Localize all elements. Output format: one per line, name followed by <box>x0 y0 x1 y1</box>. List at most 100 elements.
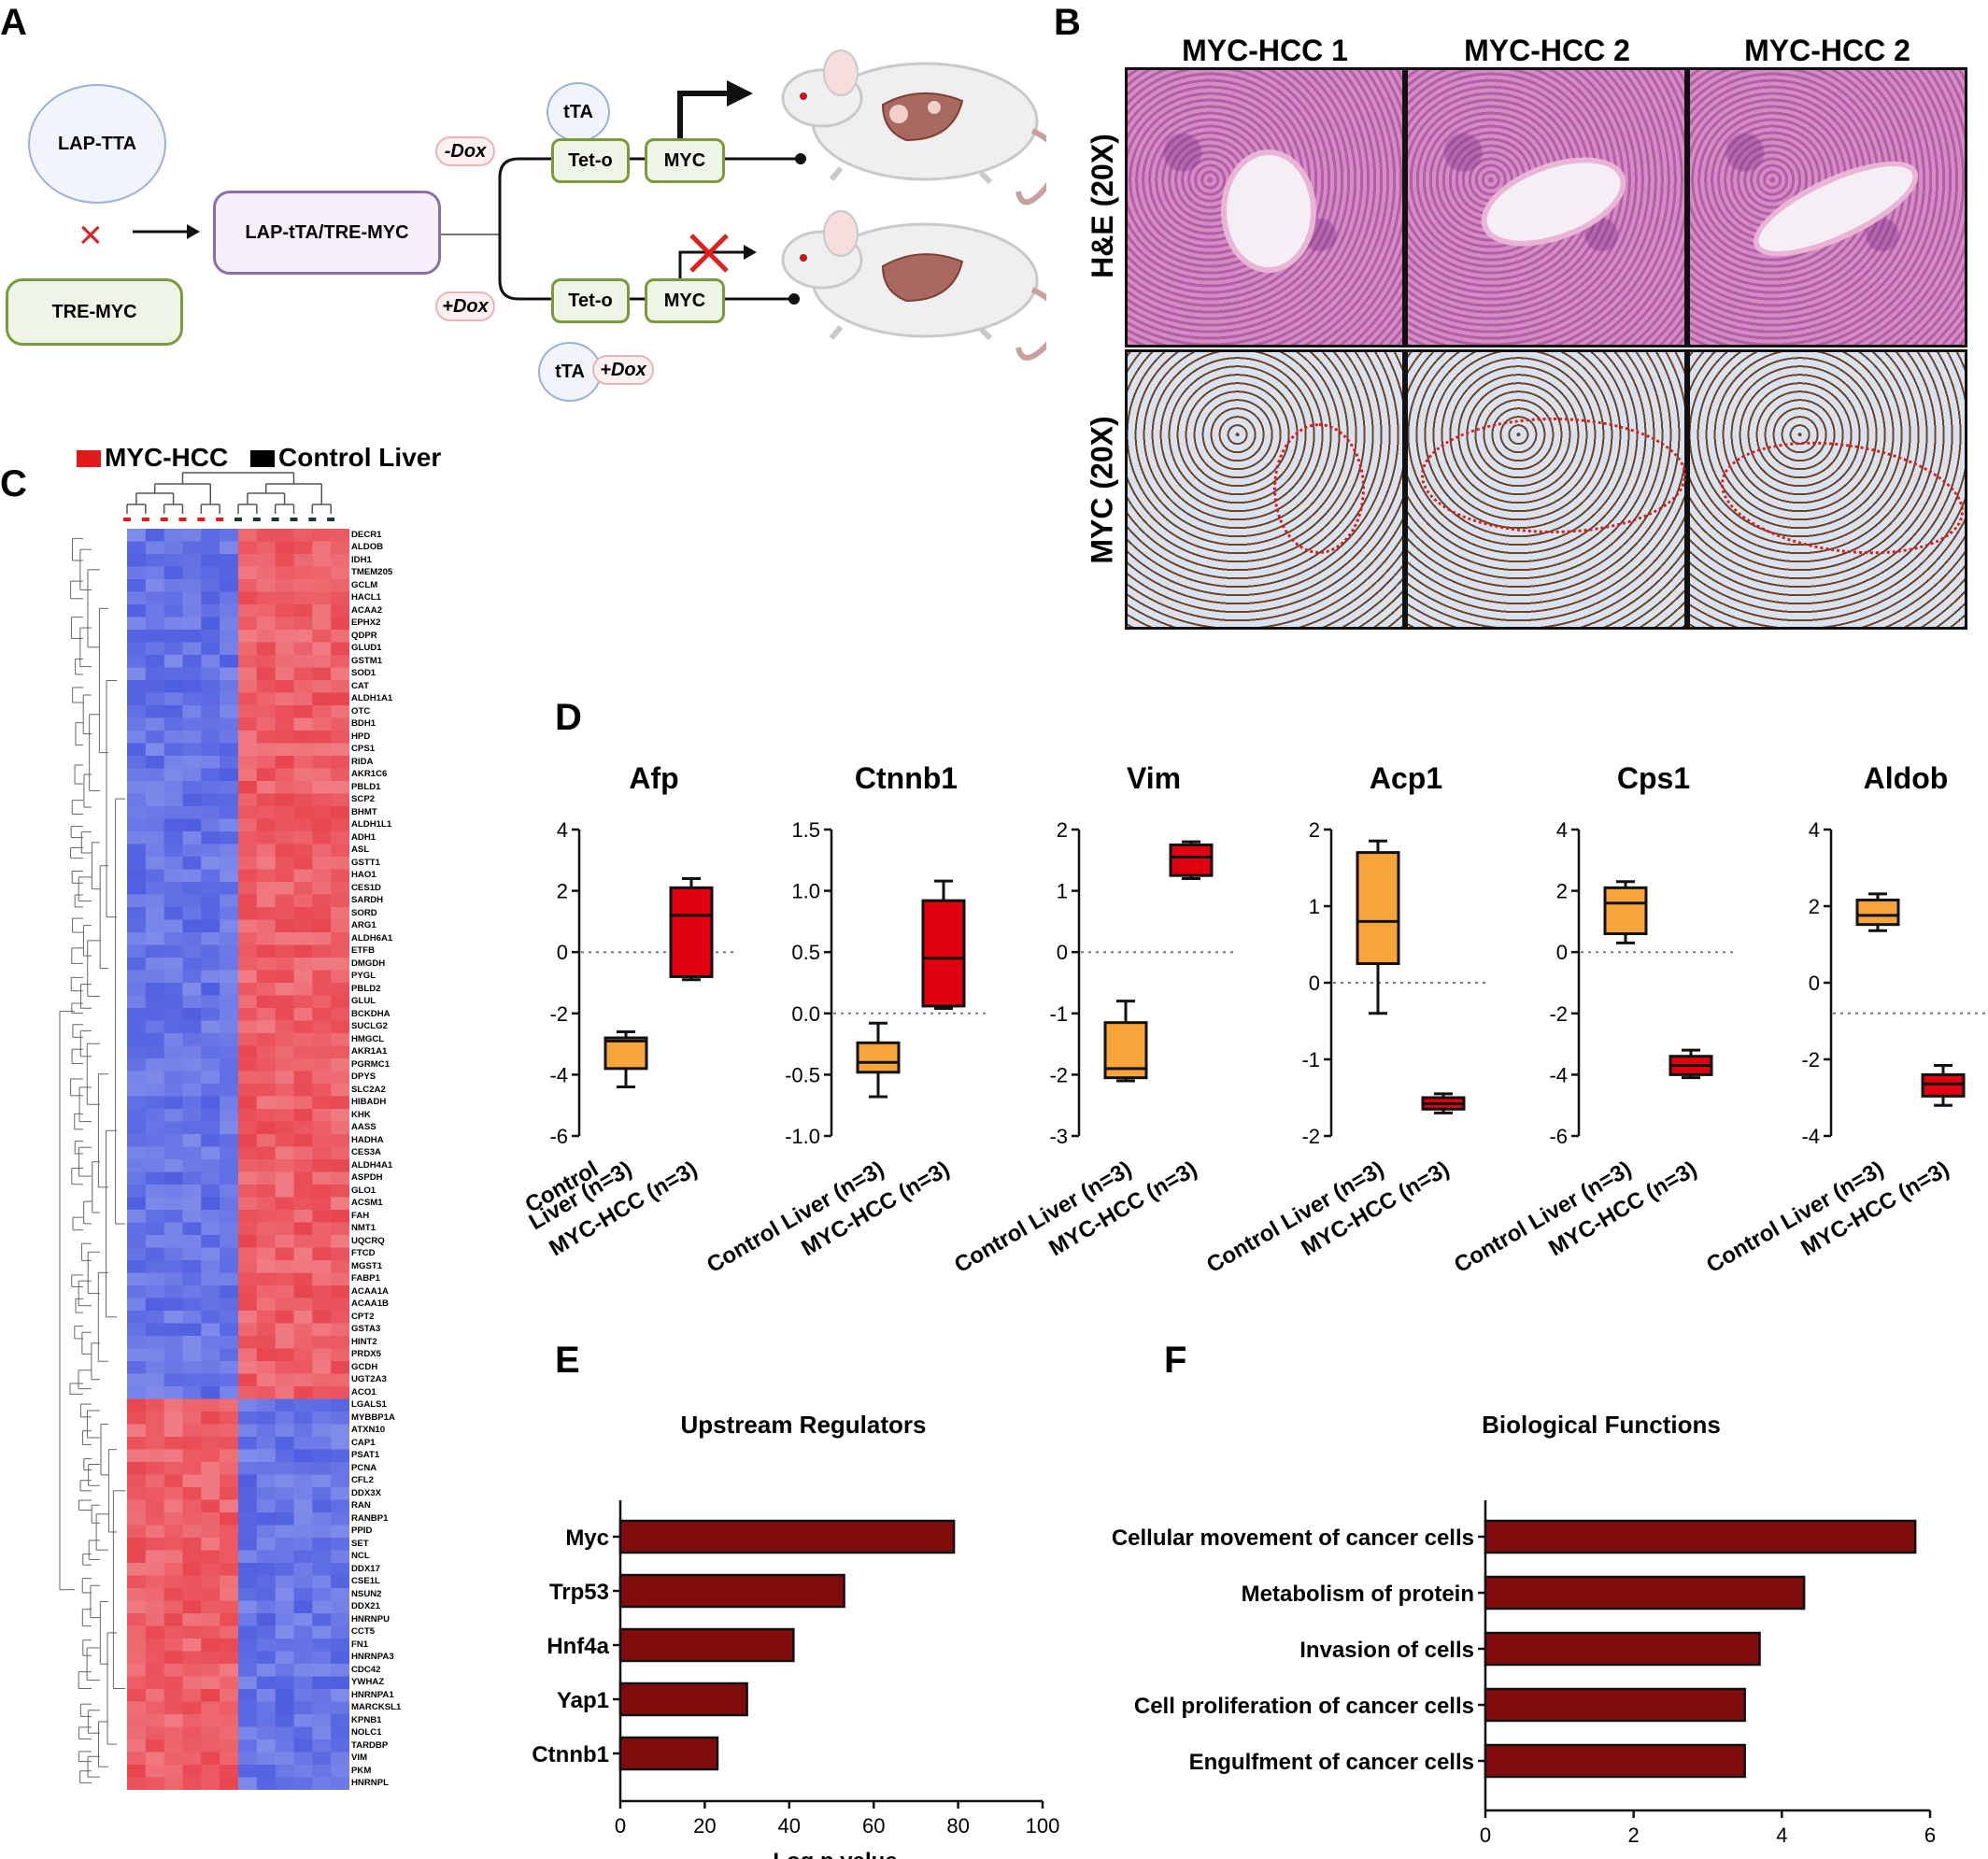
heatmap-cell <box>163 566 183 580</box>
heatmap-cell <box>238 1487 258 1500</box>
heatmap-cell <box>331 617 349 631</box>
heatmap-cell <box>127 1298 147 1312</box>
heatmap-cell <box>145 818 165 832</box>
heatmap-cell <box>275 882 294 895</box>
heatmap-cell <box>127 1020 147 1034</box>
heatmap-cell <box>163 1386 183 1399</box>
heatmap-cell <box>163 1474 183 1488</box>
heatmap-cell <box>182 1600 202 1614</box>
heatmap-cell <box>182 1437 202 1450</box>
heatmap-cell <box>256 1701 277 1715</box>
heatmap-cell <box>201 1538 220 1551</box>
heatmap-cell <box>163 1323 183 1337</box>
gene-label: PBLD2 <box>351 983 381 994</box>
heatmap-cell <box>201 529 220 542</box>
heatmap-cell <box>331 1197 349 1211</box>
boxplot-tick-label: -1.0 <box>785 1125 820 1148</box>
heatmap-cell <box>238 591 258 605</box>
heatmap-cell <box>127 831 147 844</box>
box-iqr <box>1855 898 1900 927</box>
heatmap-cell <box>201 944 220 958</box>
heatmap-cell <box>275 919 294 933</box>
heatmap-cell <box>182 1109 202 1122</box>
heatmap-cell <box>182 793 202 807</box>
heatmap-cell <box>238 1437 258 1450</box>
heatmap-cell <box>293 1260 313 1273</box>
heatmap-cell <box>127 1373 147 1387</box>
heatmap-cell <box>275 541 294 555</box>
heatmap-cell <box>293 1563 313 1576</box>
boxplot-tick-label: -1 <box>1049 1002 1068 1026</box>
heatmap-cell <box>331 1185 349 1198</box>
heatmap-cell <box>275 1386 294 1399</box>
heatmap-cell <box>256 1449 277 1463</box>
heatmap-cell <box>127 642 147 656</box>
heatmap-cell <box>238 1676 258 1690</box>
heatmap-cell <box>275 1272 294 1286</box>
heatmap-cell <box>127 1311 147 1324</box>
heatmap-cell <box>145 1474 165 1488</box>
heatmap-cell <box>182 591 202 605</box>
heatmap-cell <box>163 1664 183 1677</box>
heatmap-cell <box>331 1588 349 1601</box>
heatmap-cell <box>127 818 147 832</box>
heatmap-cell <box>220 1197 239 1211</box>
heatmap-cell <box>127 958 147 971</box>
heatmap-cell <box>163 1096 183 1110</box>
heatmap-cell <box>256 806 277 819</box>
heatmap-cell <box>238 705 258 718</box>
heatmap-cell <box>220 1651 239 1665</box>
heatmap-cell <box>220 1210 239 1223</box>
gene-label: SORD <box>351 907 377 918</box>
heatmap-cell <box>163 756 183 769</box>
heatmap-cell <box>163 1071 183 1085</box>
heatmap-cell <box>256 1714 277 1727</box>
bar-category-label: Myc <box>565 1526 609 1551</box>
heatmap-cell <box>145 1525 165 1539</box>
heatmap-cell <box>145 1197 165 1211</box>
bar-category-label: Invasion of cells <box>1299 1638 1474 1663</box>
heatmap-cell <box>127 591 147 605</box>
heatmap-cell <box>312 1752 332 1766</box>
heatmap-cell <box>331 1336 349 1349</box>
heatmap-cell <box>145 983 165 996</box>
heatmap-cell <box>182 1084 202 1097</box>
gene-label: MARCKSL1 <box>351 1702 402 1713</box>
heatmap-cell <box>145 1437 165 1450</box>
heatmap-cell <box>163 1437 183 1450</box>
heatmap-cell <box>293 1146 313 1160</box>
heatmap-cell <box>331 1386 349 1399</box>
heatmap-cell <box>182 831 202 844</box>
heatmap-cell <box>163 1487 183 1500</box>
gene-label: CES1D <box>351 882 381 893</box>
heatmap-cell <box>312 1348 332 1362</box>
heatmap-cell <box>238 667 258 681</box>
heatmap-cell <box>275 642 294 656</box>
heatmap-cell <box>163 1726 183 1740</box>
heatmap-cell <box>201 1134 220 1147</box>
heatmap-cell <box>220 1247 239 1261</box>
heatmap-cell <box>163 692 183 706</box>
heatmap-cell <box>182 1336 202 1349</box>
heatmap-cell <box>182 692 202 706</box>
heatmap-cell <box>293 756 313 769</box>
heatmap-cell <box>238 818 258 832</box>
heatmap-cell <box>256 1525 277 1539</box>
heatmap-cell <box>182 781 202 794</box>
heatmap-cell <box>312 1134 332 1147</box>
heatmap-cell <box>275 1714 294 1727</box>
heatmap-cell <box>293 1121 313 1135</box>
heatmap-cell <box>127 1664 147 1677</box>
heatmap-cell <box>238 1613 258 1626</box>
heatmap-cell <box>182 1777 202 1790</box>
heatmap-cell <box>312 692 332 706</box>
panel-letter-e: E <box>555 1340 580 1381</box>
heatmap-cell <box>163 1008 183 1021</box>
heatmap-cell <box>293 1676 313 1690</box>
heatmap-cell <box>201 1323 220 1337</box>
heatmap-cell <box>256 1197 277 1211</box>
heatmap-cell <box>256 1020 277 1034</box>
heatmap-cell <box>220 655 239 668</box>
heatmap-cell <box>238 1499 258 1513</box>
heatmap-cell <box>182 1765 202 1778</box>
